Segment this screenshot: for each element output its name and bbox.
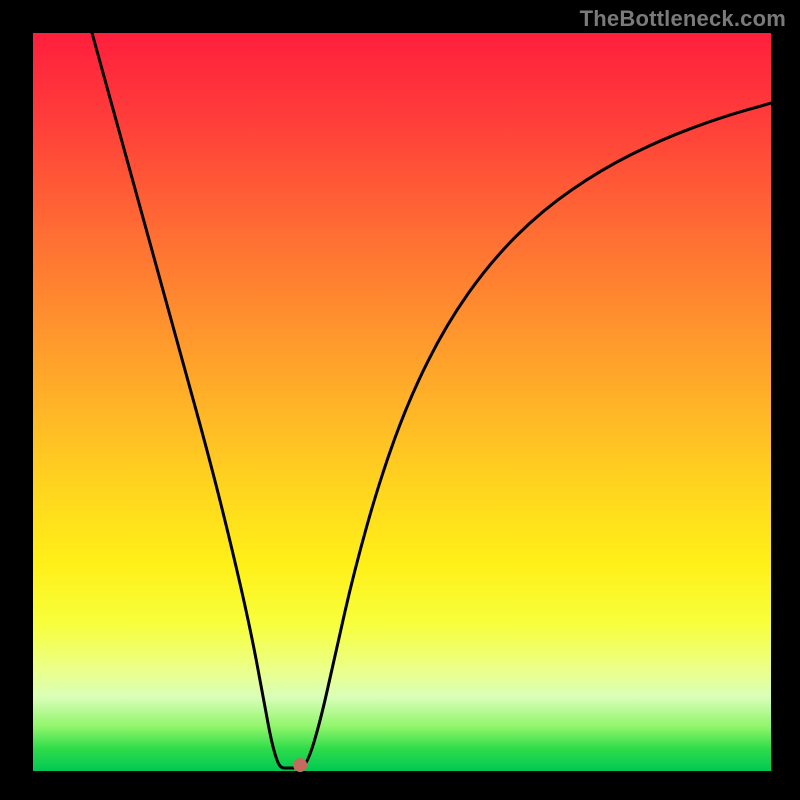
minimum-marker-dot (293, 758, 307, 772)
bottleneck-curve (92, 33, 771, 768)
outer-frame: TheBottleneck.com (0, 0, 800, 800)
chart-svg (0, 0, 800, 800)
watermark-text: TheBottleneck.com (580, 6, 786, 32)
